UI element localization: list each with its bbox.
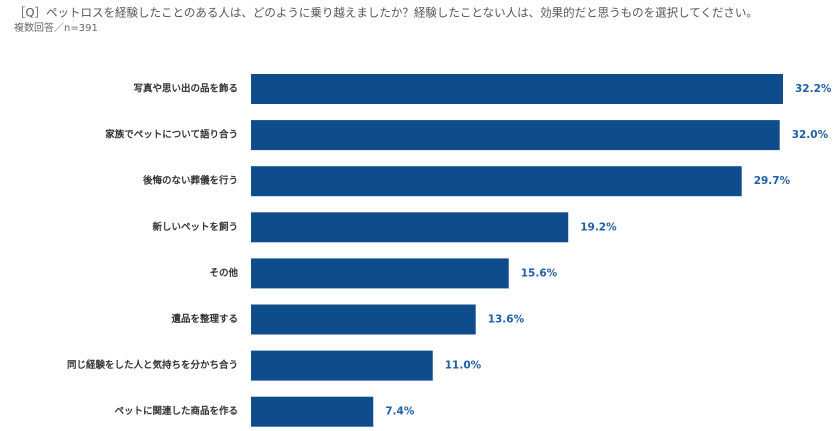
value-label: 7.4% xyxy=(385,406,415,418)
category-label: 写真や思い出の品を飾る xyxy=(133,83,238,95)
bar xyxy=(251,350,433,381)
category-label: 家族でペットについて語り合う xyxy=(105,129,238,141)
bar xyxy=(251,304,476,335)
chart-subtitle: 複数回答／n=391 xyxy=(14,21,98,34)
category-label: 新しいペットを飼う xyxy=(152,221,238,233)
bar xyxy=(251,120,780,151)
category-label: その他 xyxy=(209,267,238,279)
value-label: 19.2% xyxy=(580,221,617,233)
bar xyxy=(251,166,742,197)
bar xyxy=(251,396,374,427)
category-label: 後悔のない葬儀を行う xyxy=(143,175,238,187)
category-label: 遺品を整理する xyxy=(170,313,238,325)
bar xyxy=(251,74,783,104)
chart-title: ［Q］ペットロスを経験したことのある人は、どのように乗り越えましたか？経験したこ… xyxy=(14,6,758,20)
bar xyxy=(251,258,509,289)
bar xyxy=(251,212,569,243)
category-label: ペットに関連した商品を作る xyxy=(114,405,238,417)
value-label: 29.7% xyxy=(754,175,791,187)
value-label: 13.6% xyxy=(488,314,525,326)
value-label: 11.0% xyxy=(445,360,482,372)
value-label: 32.0% xyxy=(792,129,829,141)
value-label: 15.6% xyxy=(521,267,558,279)
value-label: 32.2% xyxy=(795,83,832,95)
category-label: 同じ経験をした人と気持ちを分かち合う xyxy=(67,359,238,371)
